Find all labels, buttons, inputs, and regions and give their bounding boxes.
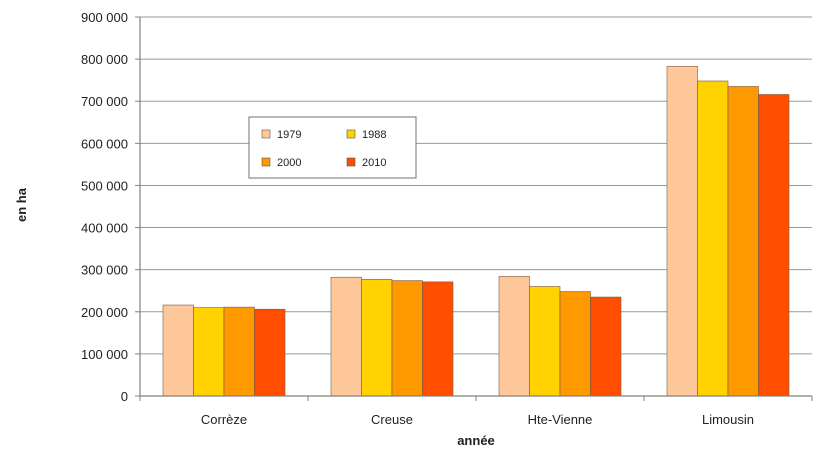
- bar: [223, 306, 255, 397]
- y-tick-label: 800 000: [81, 52, 128, 67]
- y-axis-title: en ha: [14, 187, 29, 222]
- legend-swatch: [261, 157, 271, 167]
- y-axis-ticks: 0 100 000 200 000 300 000 400 000 500 000 600 …: [81, 10, 140, 404]
- bar: [590, 296, 622, 397]
- legend-label: 2000: [277, 157, 301, 169]
- bar: [162, 304, 194, 397]
- bar: [361, 279, 393, 397]
- y-tick-label: 0: [121, 389, 128, 404]
- bar: [559, 291, 591, 397]
- legend-label: 2010: [362, 157, 386, 169]
- y-tick-label: 500 000: [81, 178, 128, 193]
- bar: [758, 94, 790, 397]
- x-tick-label: Corrèze: [201, 412, 247, 427]
- bar: [697, 80, 729, 397]
- bar: [422, 281, 454, 397]
- x-axis-title: année: [457, 433, 495, 448]
- x-tick-label: Hte-Vienne: [528, 412, 593, 427]
- bar: [727, 86, 759, 397]
- bar: [498, 276, 530, 397]
- bar: [666, 65, 698, 397]
- y-tick-label: 200 000: [81, 305, 128, 320]
- x-tick-label: Creuse: [371, 412, 413, 427]
- legend-box: [248, 116, 417, 179]
- y-tick-label: 600 000: [81, 136, 128, 151]
- legend-swatch: [346, 129, 356, 139]
- legend-label: 1988: [362, 129, 386, 141]
- bar: [391, 280, 423, 397]
- bar: [254, 308, 286, 397]
- y-tick-label: 900 000: [81, 10, 128, 25]
- bar: [193, 307, 225, 397]
- bar: [330, 276, 362, 397]
- y-tick-label: 300 000: [81, 263, 128, 278]
- bar: [529, 286, 561, 397]
- bars: [162, 65, 790, 397]
- legend-swatch: [261, 129, 271, 139]
- y-tick-label: 400 000: [81, 221, 128, 236]
- y-tick-label: 100 000: [81, 347, 128, 362]
- legend-swatch: [346, 157, 356, 167]
- x-tick-label: Limousin: [702, 412, 754, 427]
- legend: 1979 1988 2000 2010: [248, 116, 417, 179]
- x-axis-ticks: Corrèze Creuse Hte-Vienne Limousin: [139, 396, 813, 427]
- legend-label: 1979: [277, 129, 301, 141]
- y-tick-label: 700 000: [81, 94, 128, 109]
